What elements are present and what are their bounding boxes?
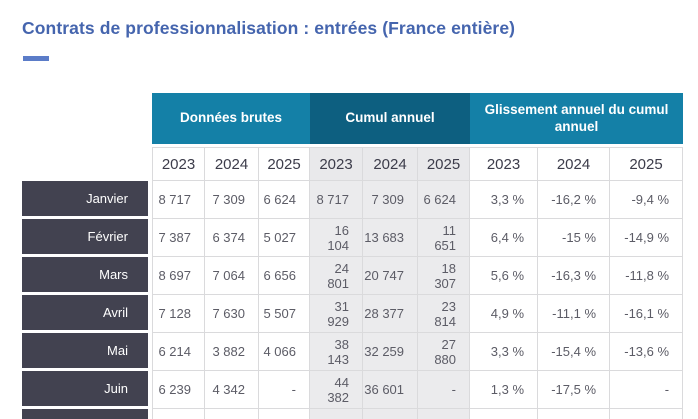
table-cell (470, 409, 539, 419)
row-header-month (22, 409, 152, 419)
table-cell: - (259, 371, 311, 409)
table-cell: 3 882 (205, 333, 259, 371)
table-cell: -13,6 % (610, 333, 684, 371)
row-header-month: Février (22, 219, 152, 257)
group-header-row: Données brutes Cumul annuel Glissement a… (22, 93, 684, 147)
year-header: 2025 (418, 147, 471, 181)
table-cell: -16,3 % (538, 257, 611, 295)
page-title: Contrats de professionnalisation : entré… (22, 18, 516, 38)
table-row-partial (22, 409, 684, 419)
table-cell: 36 601 (363, 371, 419, 409)
table-cell (363, 409, 419, 419)
table-cell: 44 382 (310, 371, 364, 409)
table-cell: 28 377 (363, 295, 419, 333)
table-cell: 18 307 (418, 257, 471, 295)
table-cell: 8 697 (152, 257, 205, 295)
row-header-month: Mars (22, 257, 152, 295)
table-cell: 20 747 (363, 257, 419, 295)
table-cell: 5 027 (259, 219, 311, 257)
table-cell: -11,8 % (610, 257, 684, 295)
table-cell: -16,1 % (610, 295, 684, 333)
table-cell: -9,4 % (610, 181, 684, 219)
table-cell (538, 409, 611, 419)
row-header-month: Juin (22, 371, 152, 409)
table-cell: -15,4 % (538, 333, 611, 371)
table-cell: 5 507 (259, 295, 311, 333)
table-cell: 3,3 % (470, 181, 539, 219)
table-cell: 8 717 (152, 181, 205, 219)
table-row-mars: Mars 8 697 7 064 6 656 24 801 20 747 18 … (22, 257, 684, 295)
table-cell (259, 409, 311, 419)
row-header-month: Janvier (22, 181, 152, 219)
table-cell: 24 801 (310, 257, 364, 295)
year-header: 2023 (152, 147, 205, 181)
table-cell: 23 814 (418, 295, 471, 333)
year-header: 2024 (363, 147, 419, 181)
year-header: 2025 (610, 147, 684, 181)
table-cell (310, 409, 364, 419)
table-row-mai: Mai 6 214 3 882 4 066 38 143 32 259 27 8… (22, 333, 684, 371)
table-cell: 6 374 (205, 219, 259, 257)
corner-cell (22, 147, 152, 181)
table-cell: 6 656 (259, 257, 311, 295)
table-cell (418, 409, 471, 419)
table-cell: 11 651 (418, 219, 471, 257)
year-header: 2024 (538, 147, 611, 181)
table-cell: 7 309 (205, 181, 259, 219)
table-cell: -14,9 % (610, 219, 684, 257)
table-cell: 5,6 % (470, 257, 539, 295)
year-header: 2025 (259, 147, 311, 181)
row-header-month: Mai (22, 333, 152, 371)
table-cell: 6 624 (259, 181, 311, 219)
group-header-cumul-annuel: Cumul annuel (310, 93, 471, 147)
table-cell: 7 630 (205, 295, 259, 333)
table-cell: - (418, 371, 471, 409)
table-cell: 27 880 (418, 333, 471, 371)
table-cell: -15 % (538, 219, 611, 257)
table-row-janvier: Janvier 8 717 7 309 6 624 8 717 7 309 6 … (22, 181, 684, 219)
table-cell: -17,5 % (538, 371, 611, 409)
year-header-row: 2023 2024 2025 2023 2024 2025 2023 2024 … (22, 147, 684, 181)
table-cell: 31 929 (310, 295, 364, 333)
table-cell: -16,2 % (538, 181, 611, 219)
year-header: 2024 (205, 147, 259, 181)
table-cell: 32 259 (363, 333, 419, 371)
table-cell: 4 066 (259, 333, 311, 371)
row-header-month: Avril (22, 295, 152, 333)
table-cell: 7 064 (205, 257, 259, 295)
contracts-table: Données brutes Cumul annuel Glissement a… (22, 93, 684, 419)
table-cell (152, 409, 205, 419)
year-header: 2023 (470, 147, 539, 181)
table-cell: 7 128 (152, 295, 205, 333)
table-cell: 4,9 % (470, 295, 539, 333)
table-row-avril: Avril 7 128 7 630 5 507 31 929 28 377 23… (22, 295, 684, 333)
table-cell: 1,3 % (470, 371, 539, 409)
corner-cell (22, 93, 152, 147)
title-underline (23, 56, 49, 61)
table-cell (610, 409, 684, 419)
table-cell: - (610, 371, 684, 409)
table-cell: -11,1 % (538, 295, 611, 333)
table-cell: 8 717 (310, 181, 364, 219)
table-cell: 4 342 (205, 371, 259, 409)
group-header-glissement: Glissement annuel du cumul annuel (470, 93, 684, 147)
table-cell: 7 387 (152, 219, 205, 257)
table-cell: 6 239 (152, 371, 205, 409)
year-header: 2023 (310, 147, 364, 181)
table-cell: 16 104 (310, 219, 364, 257)
group-header-donnees-brutes: Données brutes (152, 93, 311, 147)
table-cell: 13 683 (363, 219, 419, 257)
table-cell: 6 214 (152, 333, 205, 371)
table-cell: 6,4 % (470, 219, 539, 257)
table-cell: 3,3 % (470, 333, 539, 371)
table-cell: 7 309 (363, 181, 419, 219)
table-row-fevrier: Février 7 387 6 374 5 027 16 104 13 683 … (22, 219, 684, 257)
table-cell: 6 624 (418, 181, 471, 219)
table-cell (205, 409, 259, 419)
table-row-juin: Juin 6 239 4 342 - 44 382 36 601 - 1,3 %… (22, 371, 684, 409)
table-cell: 38 143 (310, 333, 364, 371)
